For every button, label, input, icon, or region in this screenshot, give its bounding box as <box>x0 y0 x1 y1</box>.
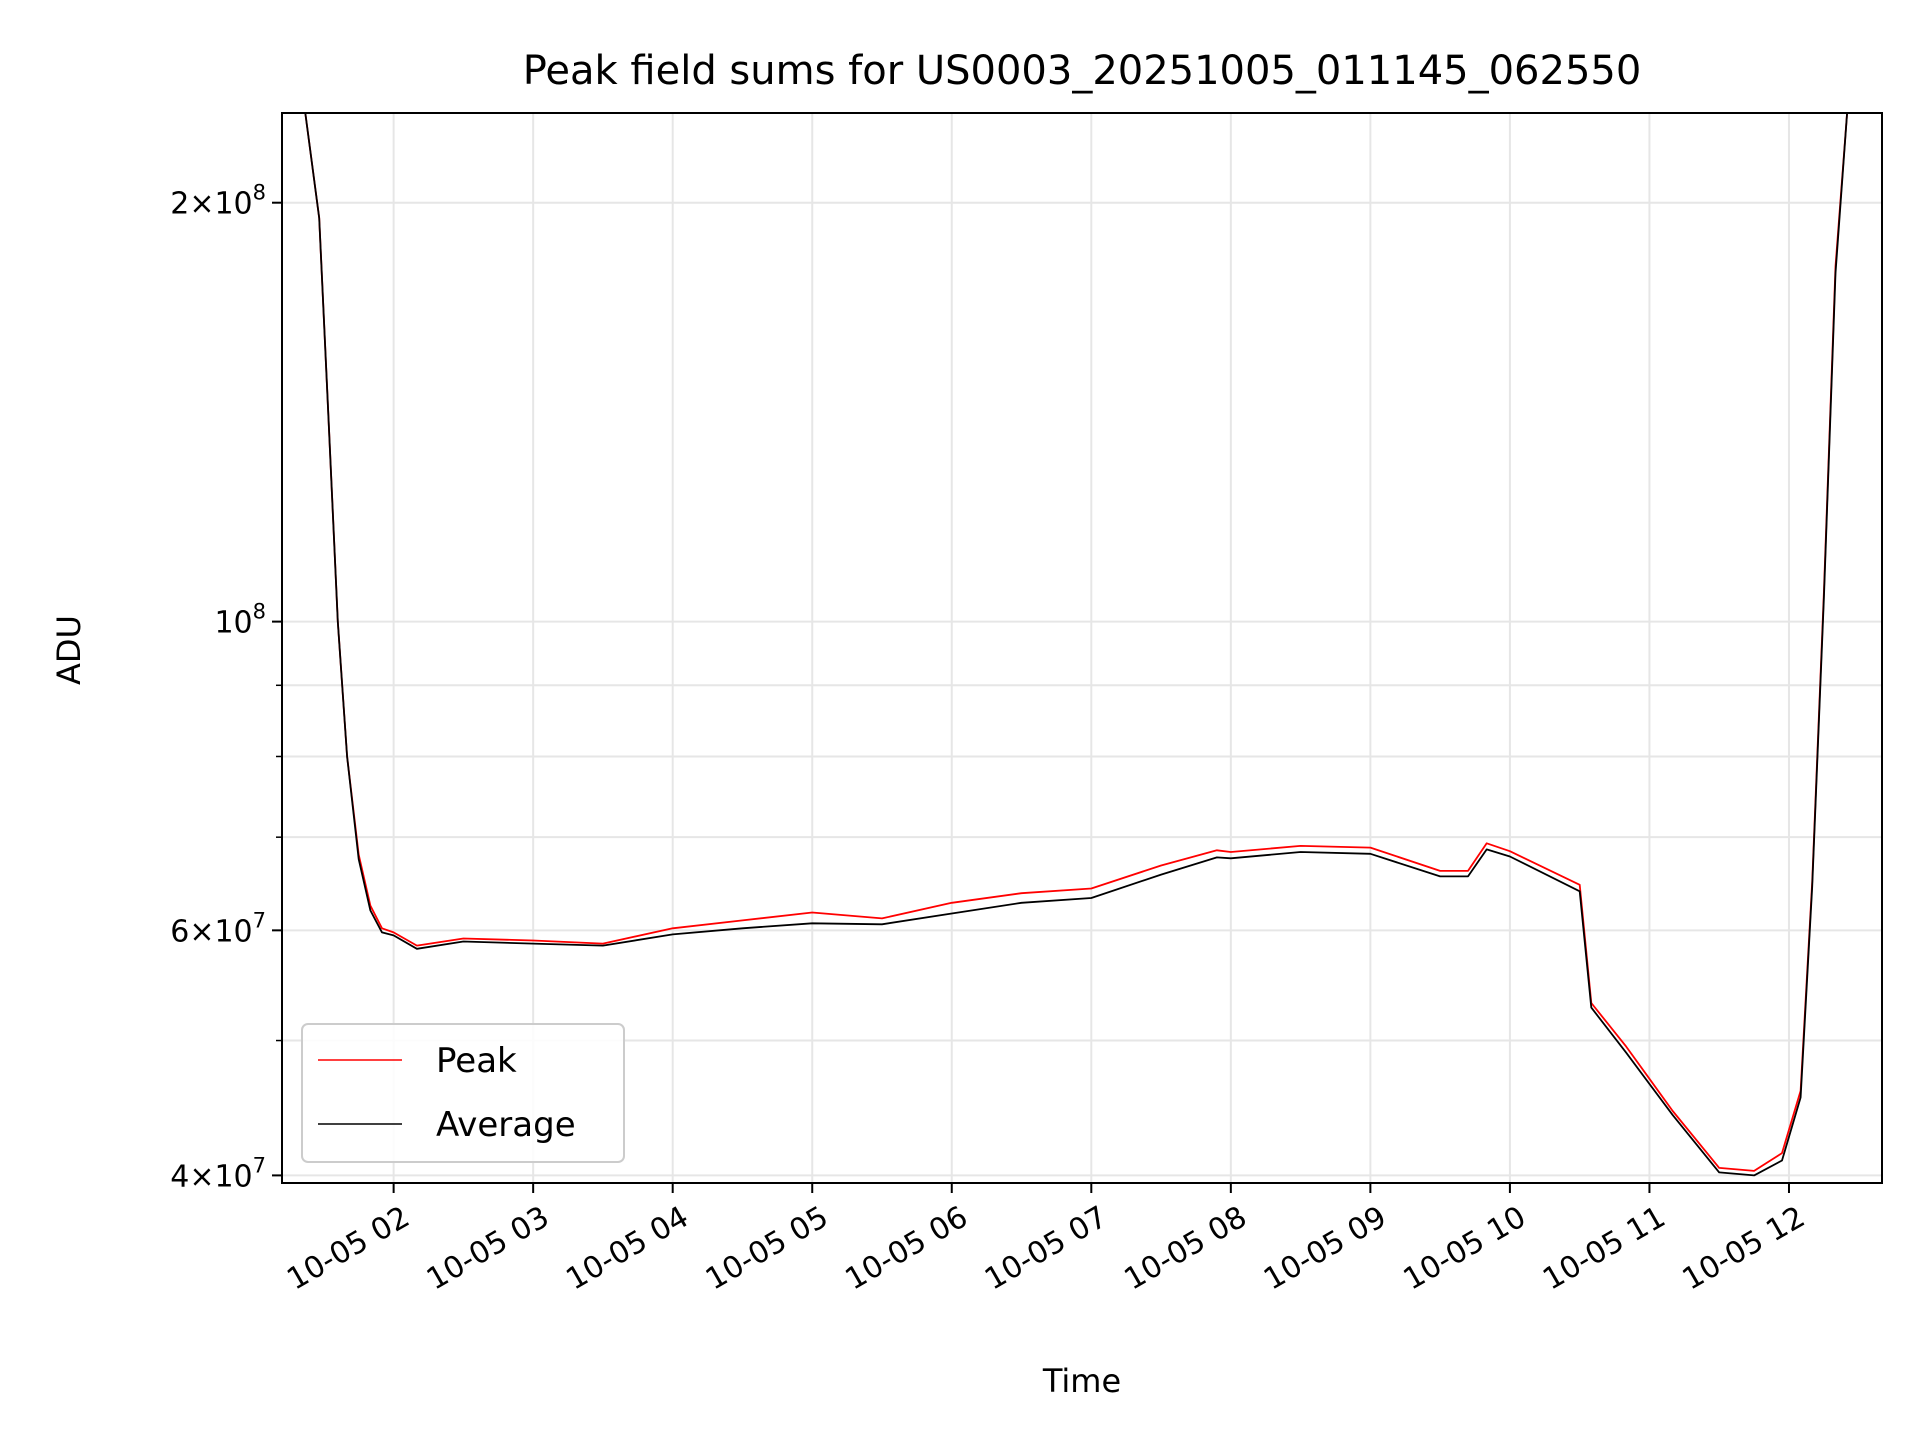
y-tick-label: 4×107 <box>170 1153 266 1194</box>
y-axis-title: ADU <box>50 615 88 685</box>
plot-frame <box>281 112 1883 1184</box>
legend: Peak Average <box>301 1023 625 1163</box>
y-tick-label: 108 <box>214 600 266 641</box>
legend-label-peak: Peak <box>436 1041 517 1081</box>
series-line-peak <box>282 113 1882 1172</box>
y-tick-label: 2×108 <box>170 181 266 222</box>
x-axis-title: Time <box>1042 1362 1121 1400</box>
series-layer <box>282 113 1882 1177</box>
series-line-average <box>282 113 1882 1177</box>
y-tick-label: 6×107 <box>170 908 266 949</box>
legend-label-average: Average <box>436 1105 576 1145</box>
grid <box>282 113 1882 1183</box>
chart-title: Peak field sums for US0003_20251005_0111… <box>523 48 1642 94</box>
legend-box <box>301 1023 625 1163</box>
